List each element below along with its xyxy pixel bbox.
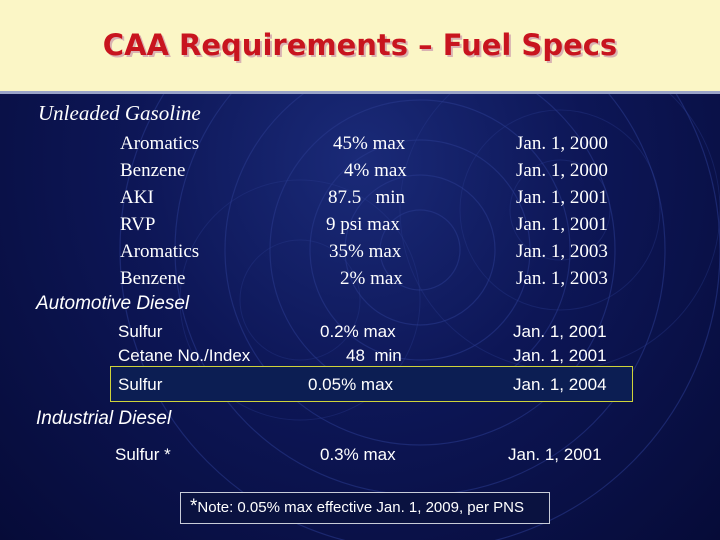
gasoline-date: Jan. 1, 2001 [516,214,608,235]
gasoline-date: Jan. 1, 2000 [516,133,608,154]
gasoline-heading: Unleaded Gasoline [38,101,201,125]
automotive-diesel-heading: Automotive Diesel [36,293,190,314]
gasoline-value: 45% max [333,133,406,154]
industrial-diesel-heading: Industrial Diesel [36,408,172,429]
gasoline-param: Aromatics [120,133,200,154]
footnote-text: Note: 0.05% max effective Jan. 1, 2009, … [197,499,524,516]
gasoline-value: 2% max [340,268,403,289]
diesel-date: Jan. 1, 2001 [513,322,607,341]
highlighted-row [110,366,633,402]
slide-title: CAA Requirements – Fuel Specs [102,28,618,62]
industrial-param: Sulfur * [115,445,171,464]
gasoline-date: Jan. 1, 2003 [516,268,608,289]
diesel-value: 0.05% max [308,375,394,394]
gasoline-param: Benzene [120,268,186,289]
diesel-date: Jan. 1, 2001 [513,346,607,365]
gasoline-date: Jan. 1, 2000 [516,160,608,181]
diesel-param: Sulfur [118,322,163,341]
diesel-param: Cetane No./Index [118,346,251,365]
diesel-value: 0.2% max [320,322,396,341]
gasoline-param: AKI [120,187,154,208]
gasoline-value: 9 psi max [326,214,400,235]
gasoline-param: RVP [120,214,156,235]
gasoline-value: 35% max [329,241,402,262]
gasoline-param: Aromatics [120,241,200,262]
industrial-value: 0.3% max [320,445,396,464]
gasoline-param: Benzene [120,160,186,181]
gasoline-date: Jan. 1, 2003 [516,241,608,262]
note-box [180,492,550,524]
gasoline-date: Jan. 1, 2001 [516,187,608,208]
industrial-date: Jan. 1, 2001 [508,445,602,464]
title-banner [0,0,720,94]
diesel-param: Sulfur [118,375,163,394]
gasoline-value: 4% max [344,160,407,181]
diesel-date: Jan. 1, 2004 [513,375,607,394]
footnote: *Note: 0.05% max effective Jan. 1, 2009,… [190,496,524,518]
diesel-value: 48 min [346,346,402,365]
gasoline-value: 87.5 min [328,187,406,208]
footnote-asterisk: * [190,496,198,517]
